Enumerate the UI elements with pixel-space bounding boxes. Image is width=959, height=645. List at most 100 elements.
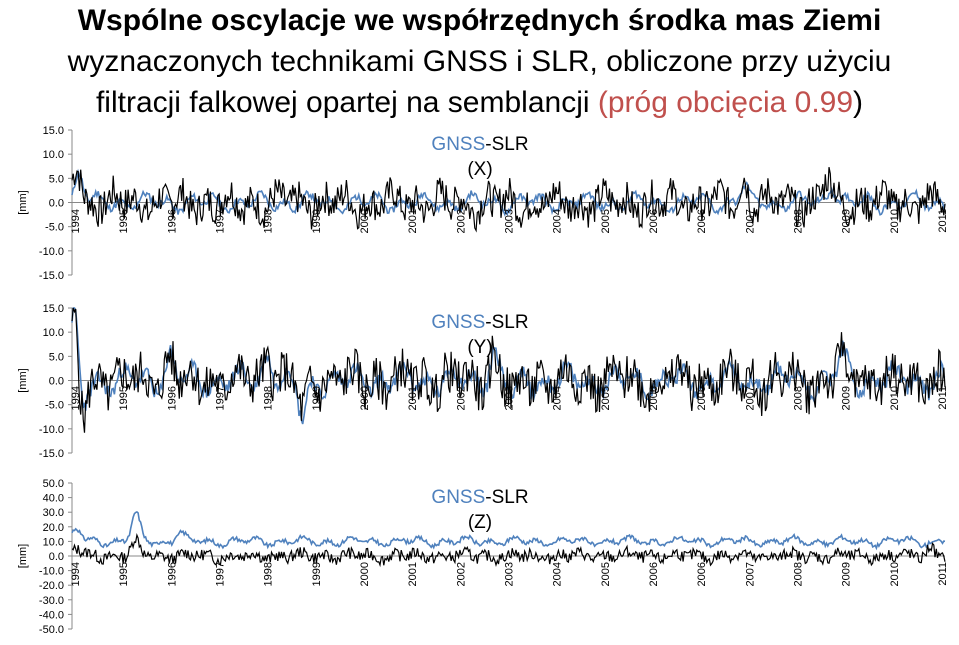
x-tick-label: 1997	[215, 386, 227, 410]
x-tick-label: 2004	[552, 562, 564, 586]
series-slr-line	[71, 532, 946, 568]
chart-panel-z: 50.0 40.0 30.0 20.0 10.0 0.0 -10.0 -20.0 -30.0 -4…	[17, 478, 949, 636]
title-line-2: wyznaczonych technikami GNSS i SLR, obli…	[67, 45, 892, 78]
label-slr: -SLR	[485, 312, 528, 333]
y-tick-label: -10.0	[39, 566, 64, 578]
x-tick-label: 1997	[215, 209, 227, 233]
x-tick-label: 2001	[407, 562, 419, 586]
y-axis-label: [mm]	[17, 544, 29, 568]
x-tick-label: 1997	[215, 562, 227, 586]
series-slr-line	[71, 307, 946, 433]
x-tick-label: 2007	[744, 562, 756, 586]
y-tick-label: 5.0	[49, 351, 64, 363]
y-tick-label: 10.0	[43, 536, 64, 548]
title-line-3-close: )	[853, 86, 864, 119]
y-tick-label: -20.0	[39, 580, 64, 592]
label-slr: -SLR	[485, 134, 528, 155]
x-tick-label: 2010	[889, 386, 901, 410]
x-tick-label: 2000	[359, 386, 371, 410]
y-tick-label: -10.0	[39, 424, 64, 436]
x-tick-label: 2004	[552, 386, 564, 410]
x-tick-label: 1994	[70, 562, 82, 586]
x-tick-label: 1995	[118, 209, 130, 233]
y-axis-label: [mm]	[17, 190, 29, 214]
y-tick-label: -50.0	[39, 624, 64, 636]
y-tick-label: 5.0	[49, 173, 64, 185]
x-tick-label: 1996	[166, 386, 178, 410]
y-tick-label: -15.0	[39, 448, 64, 460]
chart-panel-y: 15.0 10.0 5.0 0.0 -5.0 -10.0 -15.0 [mm] 1994 1995…	[17, 303, 949, 460]
y-tick-label: 0.0	[49, 198, 64, 210]
x-tick-label: 2002	[455, 562, 467, 586]
x-tick-label: 2009	[841, 562, 853, 586]
panel-label-axis: (Z)	[468, 512, 492, 533]
y-tick-label: 40.0	[43, 493, 64, 505]
x-tick-label: 1996	[166, 209, 178, 233]
y-tick-label: -10.0	[39, 246, 64, 258]
x-tick-label: 2002	[455, 386, 467, 410]
series-gnss-line	[71, 510, 946, 551]
x-tick-label: 2006	[696, 209, 708, 233]
label-gnss: GNSS	[431, 134, 485, 155]
title-line-3: filtracji falkowej opartej na semblancji…	[0, 82, 959, 123]
x-tick-label: 2009	[841, 386, 853, 410]
x-tick-label: 2010	[889, 209, 901, 233]
x-tick-label: 1994	[70, 209, 82, 233]
x-tick-label: 2003	[504, 386, 516, 410]
y-tick-label: 0.0	[49, 551, 64, 563]
x-tick-label: 2001	[407, 209, 419, 233]
x-tick-label: 2001	[407, 386, 419, 410]
x-tick-label: 2003	[504, 562, 516, 586]
x-tick-label: 2008	[793, 386, 805, 410]
y-tick-label: 30.0	[43, 507, 64, 519]
y-tick-label: 10.0	[43, 327, 64, 339]
x-tick-label: 1999	[311, 386, 323, 410]
x-tick-label: 2008	[793, 209, 805, 233]
y-axis-label: [mm]	[17, 368, 29, 392]
x-tick-label: 2008	[793, 562, 805, 586]
y-tick-label: 20.0	[43, 522, 64, 534]
x-tick-label: 1996	[166, 562, 178, 586]
x-tick-label: 2007	[744, 209, 756, 233]
x-tick-label: 2006	[648, 562, 660, 586]
label-gnss: GNSS	[431, 487, 485, 508]
x-tick-label: 2006	[648, 209, 660, 233]
y-tick-label: -30.0	[39, 595, 64, 607]
panel-label-axis: (Y)	[467, 337, 492, 358]
x-tick-label: 2009	[841, 209, 853, 233]
panel-label-axis: (X)	[467, 159, 492, 180]
panel-label-gnss-slr: GNSS-SLR	[431, 487, 528, 508]
x-tick-label: 2000	[359, 209, 371, 233]
title-line-1: Wspólne oscylacje we współrzędnych środk…	[77, 4, 882, 37]
x-tick-label: 2005	[600, 562, 612, 586]
y-tick-label: 0.0	[49, 376, 64, 388]
x-tick-label: 1995	[118, 386, 130, 410]
title-line-3-text: filtracji falkowej opartej na semblancji	[95, 86, 598, 119]
x-tick-label: 2000	[359, 562, 371, 586]
x-tick-label: 2005	[600, 209, 612, 233]
y-tick-label: 15.0	[43, 303, 64, 315]
panel-label-gnss-slr: GNSS-SLR	[431, 134, 528, 155]
chart-title: Wspólne oscylacje we współrzędnych środk…	[0, 0, 959, 123]
x-tick-label: 2010	[889, 562, 901, 586]
title-threshold: (próg obcięcia 0.99	[597, 86, 854, 119]
x-tick-label: 1998	[263, 386, 275, 410]
panel-label-gnss-slr: GNSS-SLR	[431, 312, 528, 333]
series-slr-line	[71, 166, 946, 233]
label-slr: -SLR	[485, 487, 528, 508]
x-tick-label: 2006	[648, 386, 660, 410]
y-tick-label: 50.0	[43, 478, 64, 490]
x-tick-label: 1994	[70, 386, 82, 410]
x-tick-label: 1995	[118, 562, 130, 586]
y-tick-label: -40.0	[39, 609, 64, 621]
x-tick-label: 2002	[455, 209, 467, 233]
y-tick-label: -5.0	[45, 222, 64, 234]
x-tick-label: 1998	[263, 209, 275, 233]
x-tick-label: 1998	[263, 562, 275, 586]
x-tick-label: 1999	[311, 562, 323, 586]
y-tick-label: -15.0	[39, 270, 64, 282]
y-tick-label: -5.0	[45, 400, 64, 412]
chart-panel-x: 15.0 10.0 5.0 0.0 -5.0 -10.0 -15.0 [mm] 1994 1995…	[17, 125, 949, 282]
x-tick-label: 2011	[937, 562, 949, 586]
